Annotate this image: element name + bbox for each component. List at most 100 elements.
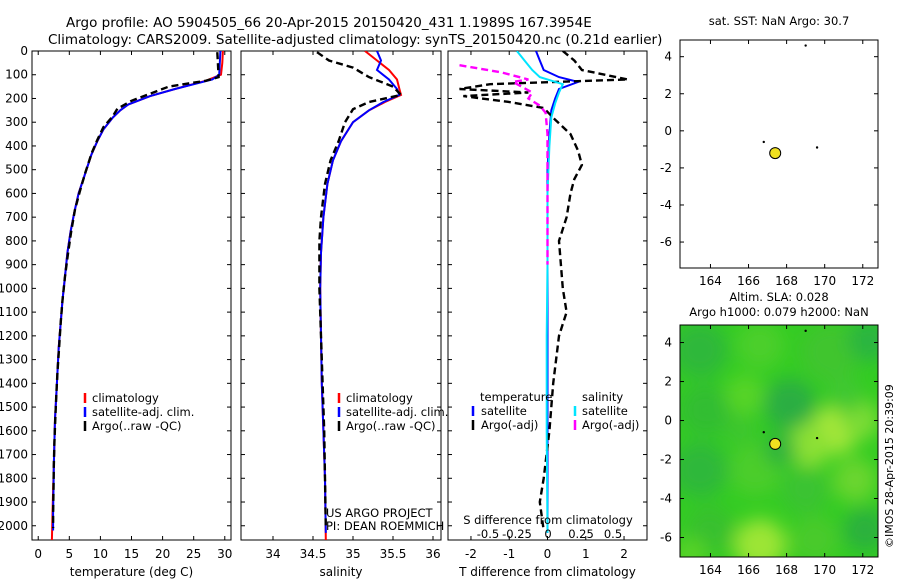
- sst-map-xtick-label: 170: [813, 274, 836, 288]
- difference-profile-series-1: [459, 51, 629, 531]
- sla-heatmap-field: [680, 325, 878, 557]
- difference-profile-xtick-label: -2: [465, 547, 477, 561]
- temperature-profile-xtick-label: 25: [186, 547, 201, 561]
- sst-map-argo-position: [769, 147, 782, 160]
- difference-profile-xtick-label: 1: [582, 547, 590, 561]
- temperature-profile-ytick-label: 200: [5, 91, 28, 105]
- sla-heatmap-blob: [764, 379, 816, 431]
- temperature-profile-ytick-label: 1500: [0, 400, 28, 414]
- sla-map-frame: [679, 324, 879, 558]
- salinity-profile-xtick-label: 34: [265, 547, 280, 561]
- salinity-profile-series-2: [316, 51, 404, 529]
- difference-profile-series-0: [535, 51, 582, 533]
- sst-map-ytick-label: 4: [664, 50, 672, 64]
- temperature-profile-ytick-label: 1400: [0, 376, 28, 390]
- salinity-profile-xtick-label: 35.5: [380, 547, 407, 561]
- temperature-profile-xtick-label: 30: [217, 547, 232, 561]
- legend-label: satellite: [481, 404, 527, 418]
- temperature-profile-xtick-label: 5: [65, 547, 73, 561]
- sla-map-ytick-label: 0: [664, 414, 672, 428]
- temperature-profile-xlabel: temperature (deg C): [70, 565, 193, 579]
- sla-map-float-dot: [804, 329, 807, 333]
- sla-heatmap-blob: [764, 434, 796, 466]
- temperature-profile-ytick-label: 400: [5, 139, 28, 153]
- salinity-profile-frame: [240, 50, 442, 541]
- sla-heatmap-blob: [791, 516, 839, 557]
- legend-label: Argo(..raw -QC): [92, 419, 182, 433]
- sla-heatmap-blob: [848, 325, 878, 362]
- temperature-profile-ytick-label: 600: [5, 186, 28, 200]
- temperature-profile-ytick-label: 100: [5, 68, 28, 82]
- temperature-profile-ytick-label: 800: [5, 234, 28, 248]
- salinity-profile-series-1: [319, 51, 401, 533]
- sst-map-xtick-label: 164: [699, 274, 722, 288]
- sst-map-float-dot: [815, 146, 819, 149]
- legend-label: satellite-adj. clim.: [346, 405, 448, 419]
- sst-map-float-dot: [804, 44, 807, 47]
- sla-map-argo-position: [769, 437, 782, 450]
- sla-map-ytick-label: -4: [660, 492, 672, 506]
- difference-profile-series-3: [459, 64, 549, 265]
- sla-heatmap: [680, 325, 878, 557]
- temperature-profile-xtick-label: 15: [124, 547, 139, 561]
- sla-heatmap-blob: [725, 375, 765, 415]
- temperature-profile-ytick-label: 2000: [0, 519, 28, 533]
- figure-title-line-1: Argo profile: AO 5904505_66 20-Apr-2015 …: [66, 15, 592, 31]
- legend-label: Argo(-adj): [481, 418, 538, 432]
- sla-map-title-line-2: Argo h1000: 0.079 h2000: NaN: [689, 305, 868, 319]
- sla-map-ytick-label: 4: [664, 336, 672, 350]
- copyright-stamp: ©IMOS 28-Apr-2015 20:39:09: [883, 384, 896, 548]
- temperature-profile-ytick-label: 500: [5, 163, 28, 177]
- legend-label: climatology: [346, 391, 413, 405]
- sst-map-ytick-label: -4: [660, 198, 672, 212]
- legend-salinity-title: salinity: [582, 390, 623, 404]
- temperature-profile-ytick-label: 1000: [0, 281, 28, 295]
- temperature-profile-ytick-label: 1800: [0, 471, 28, 485]
- salinity-profile-series-group: [316, 51, 404, 540]
- difference-profile-xtick-label: -1: [503, 547, 515, 561]
- sla-map-xtick-label: 166: [737, 563, 760, 577]
- temperature-profile-frame: [31, 50, 232, 541]
- difference-s-tick-label: -0.25: [502, 527, 532, 541]
- difference-profile-xtick-label: 2: [620, 547, 628, 561]
- sla-heatmap-blob: [680, 325, 728, 378]
- salinity-profile-xtick-label: 34.5: [300, 547, 327, 561]
- difference-s-tick-label: 0.5: [604, 527, 622, 541]
- salinity-profile-xtick-label: 35: [345, 547, 360, 561]
- legend-label: Argo(-adj): [582, 418, 639, 432]
- legend-label: climatology: [92, 391, 159, 405]
- sla-map-ytick-label: -2: [660, 453, 672, 467]
- figure-title-line-2: Climatology: CARS2009. Satellite-adjuste…: [48, 32, 662, 48]
- project-annotation: US ARGO PROJECT: [326, 506, 434, 520]
- temperature-profile-ytick-label: 1600: [0, 424, 28, 438]
- temperature-profile-xtick-label: 20: [155, 547, 170, 561]
- difference-s-tick-label: 0: [544, 527, 551, 541]
- temperature-profile-ytick-label: 300: [5, 115, 28, 129]
- sla-heatmap-blob: [800, 325, 860, 382]
- sst-map-ytick-label: -2: [660, 161, 672, 175]
- temperature-profile-xtick-label: 0: [34, 547, 42, 561]
- legend-label: Argo(..raw -QC): [346, 419, 436, 433]
- temperature-profile-xtick-label: 10: [93, 547, 108, 561]
- sla-map-xtick-label: 172: [851, 563, 874, 577]
- temperature-profile-ytick-label: 1700: [0, 448, 28, 462]
- sla-heatmap-blob: [680, 442, 728, 498]
- sla-map-float-dot: [815, 436, 819, 440]
- sst-map-ytick-label: -6: [660, 235, 672, 249]
- difference-s-tick-label: -0.5: [477, 527, 499, 541]
- temperature-profile-ytick-label: 1300: [0, 353, 28, 367]
- difference-profile-xtick-label: 0: [544, 547, 552, 561]
- legend-temperature-title: temperature: [480, 390, 552, 404]
- sla-heatmap-blob: [734, 519, 786, 557]
- difference-s-axis-label: S difference from climatology: [463, 513, 633, 527]
- legend-label: satellite-adj. clim.: [92, 405, 194, 419]
- difference-profile-xlabel: T difference from climatology: [458, 565, 636, 579]
- sst-map-xtick-label: 172: [851, 274, 874, 288]
- difference-profile-series-group: [459, 51, 629, 533]
- salinity-profile-xtick-label: 36: [425, 547, 440, 561]
- temperature-profile-ytick-label: 900: [5, 258, 28, 272]
- temperature-profile-ytick-label: 1200: [0, 329, 28, 343]
- sst-map-title: sat. SST: NaN Argo: 30.7: [709, 14, 850, 28]
- temperature-profile-series-2: [51, 52, 220, 529]
